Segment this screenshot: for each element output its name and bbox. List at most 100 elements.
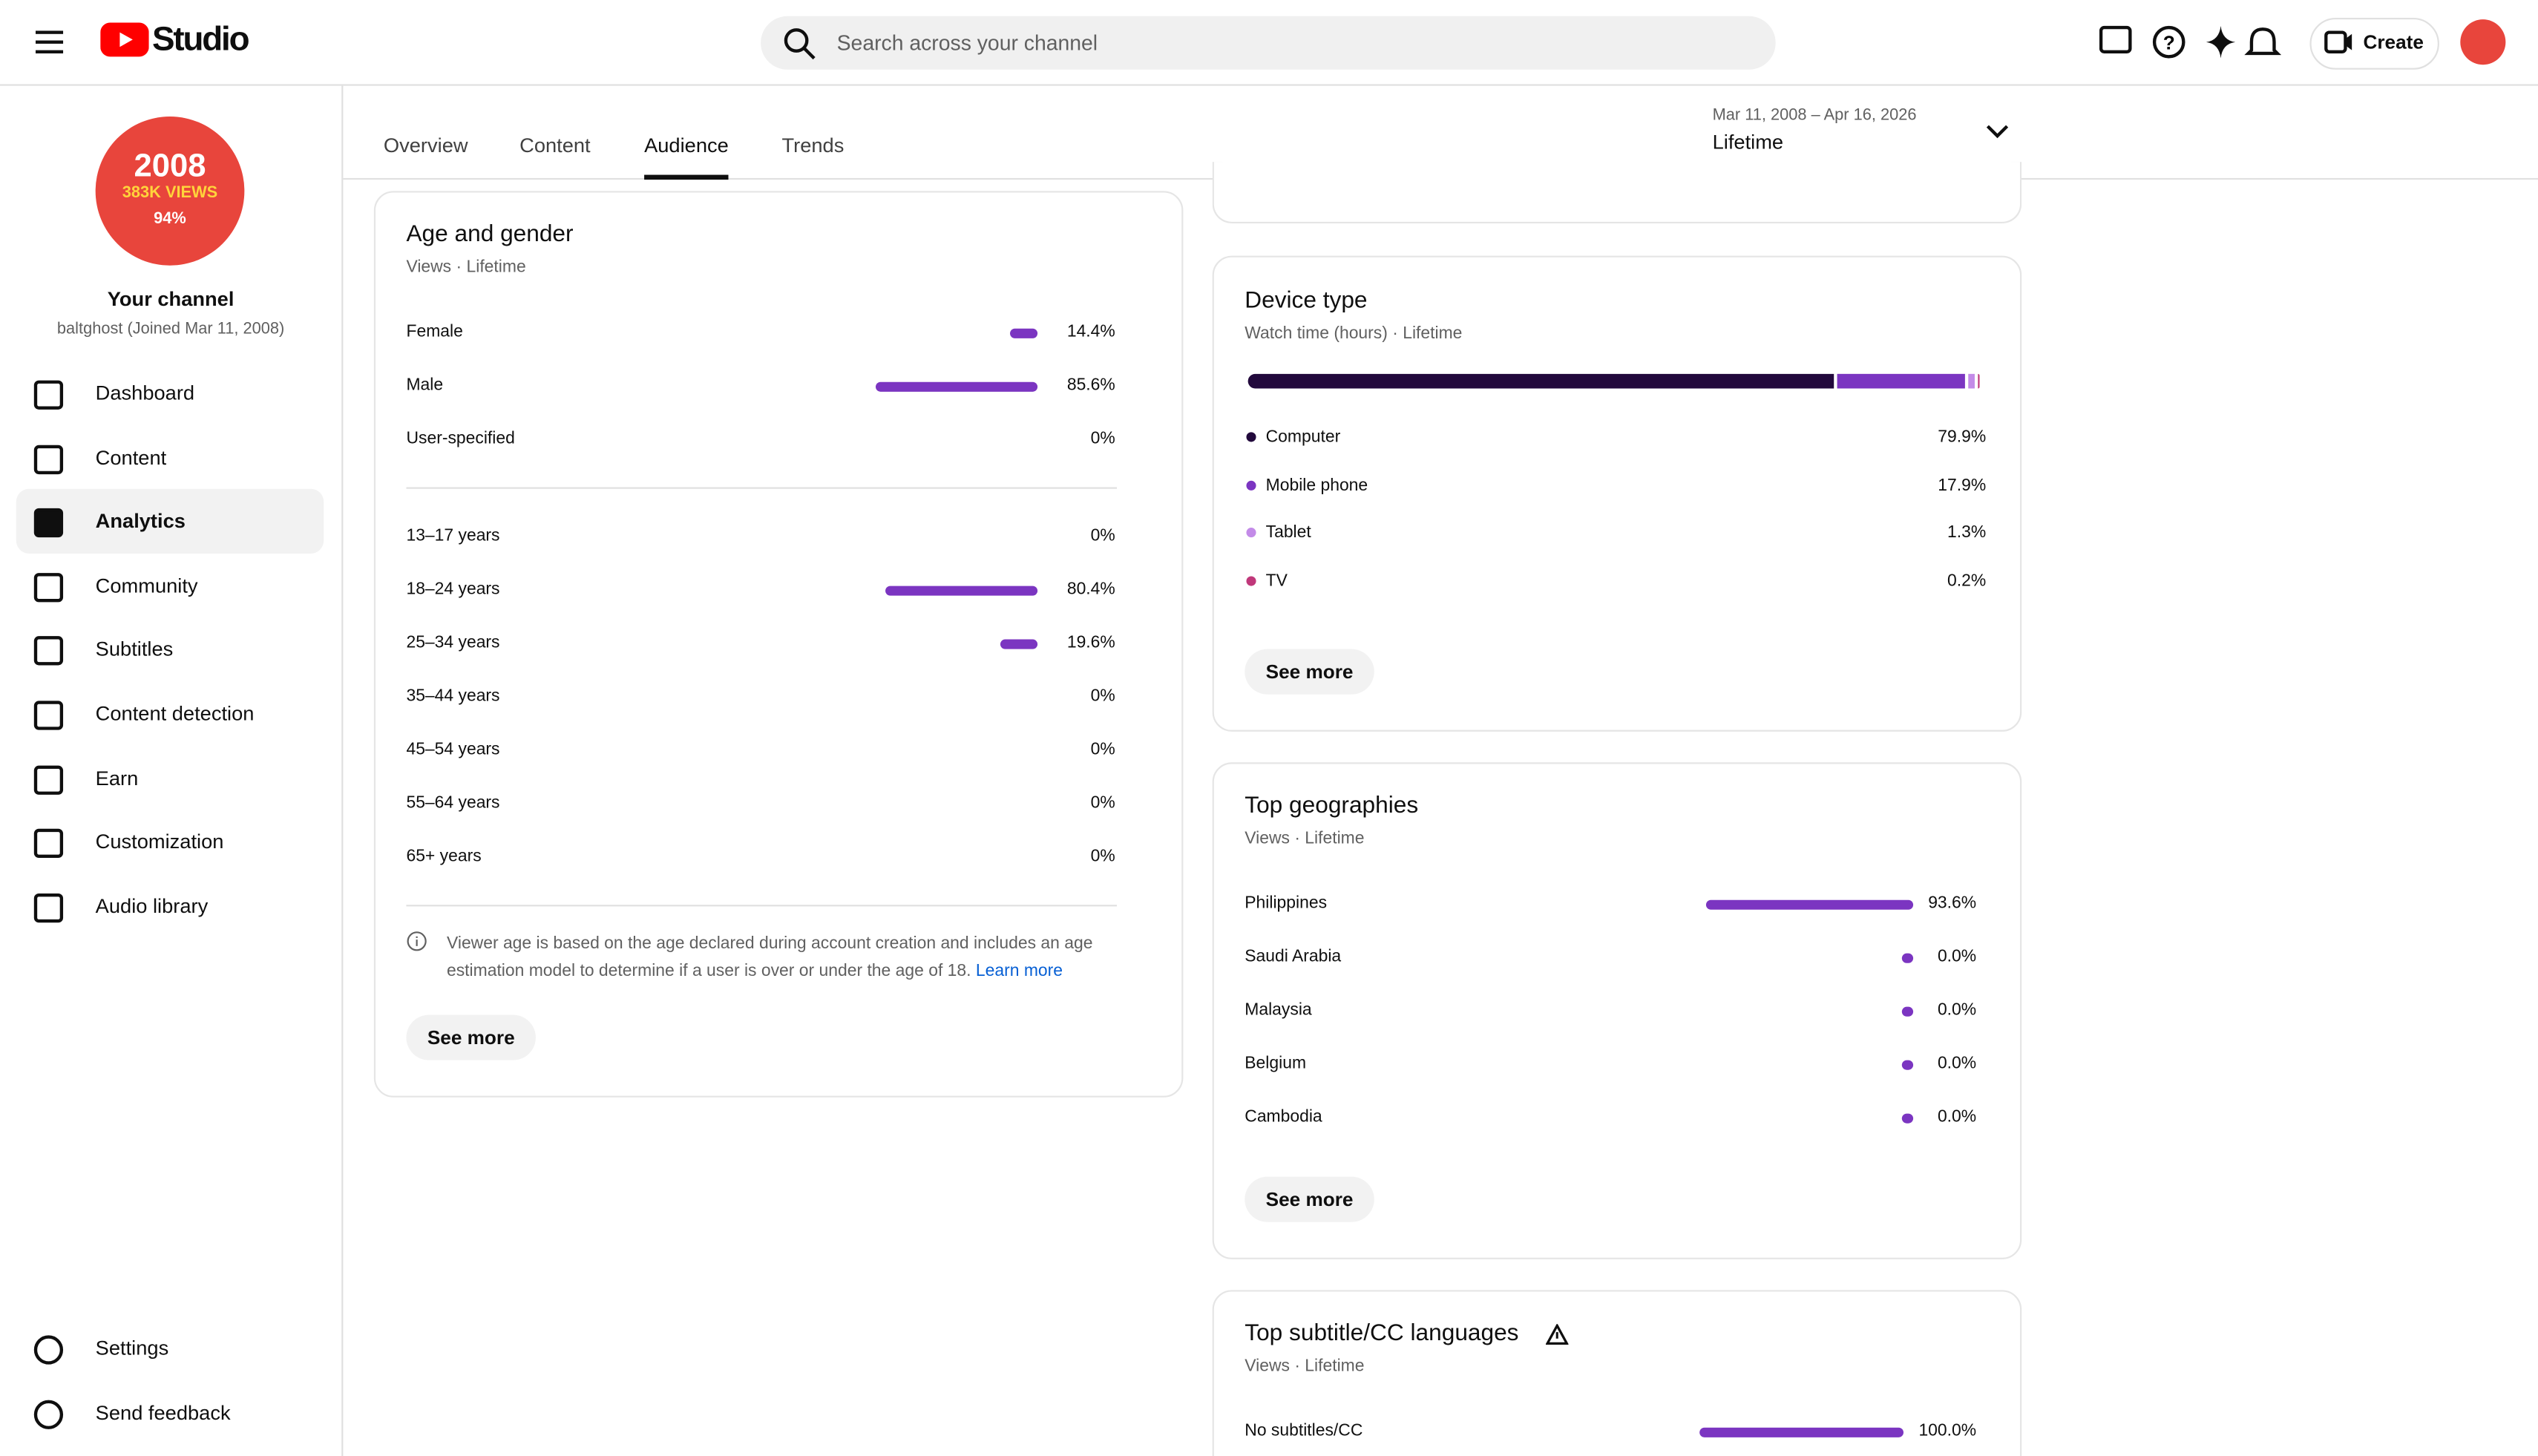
row-label: 55–64 years xyxy=(406,793,500,813)
svg-text:?: ? xyxy=(2163,32,2175,54)
row-label: Female xyxy=(406,322,463,342)
nav-item[interactable]: Dashboard xyxy=(95,381,195,405)
see-more-button[interactable]: See more xyxy=(406,1014,537,1060)
card-title: Top geographies xyxy=(1245,793,1419,819)
legend-value: 0.2% xyxy=(1947,571,1987,591)
bar xyxy=(1901,1113,1914,1124)
nav-icon xyxy=(33,444,64,474)
nav-icon xyxy=(33,829,64,859)
tab[interactable]: Content xyxy=(519,134,591,157)
row-label: 18–24 years xyxy=(406,579,500,600)
nav-icon xyxy=(33,380,64,410)
age-note: Viewer age is based on the age declared … xyxy=(447,931,1127,986)
legend-label: Tablet xyxy=(1265,523,1311,543)
row-label: Saudi Arabia xyxy=(1245,946,1342,967)
nav-item[interactable]: Customization xyxy=(95,830,224,853)
nav-icon xyxy=(33,1335,64,1365)
avatar-text: 94% xyxy=(154,210,186,229)
legend-value: 17.9% xyxy=(1938,475,1987,495)
tab[interactable]: Audience xyxy=(644,134,729,157)
row-value: 0% xyxy=(1090,793,1115,813)
bar xyxy=(1010,328,1038,338)
row-label: 35–44 years xyxy=(406,686,500,706)
legend-dot xyxy=(1246,576,1256,586)
bar xyxy=(875,381,1038,392)
row-value: 93.6% xyxy=(1928,893,1977,914)
header-icons[interactable]: ? xyxy=(2099,24,2297,60)
date-range: Mar 11, 2008 – Apr 16, 2026 xyxy=(1712,106,1917,125)
nav-icon xyxy=(33,1400,64,1429)
nav-item[interactable]: Analytics xyxy=(95,510,186,533)
menu-icon[interactable] xyxy=(35,29,65,55)
legend-label: Mobile phone xyxy=(1265,475,1368,495)
logo-text: Studio xyxy=(152,21,250,59)
row-value: 0.0% xyxy=(1937,1106,1977,1127)
row-label: 25–34 years xyxy=(406,632,500,652)
avatar-text: 383K VIEWS xyxy=(122,184,218,203)
see-more-button[interactable]: See more xyxy=(1245,649,1374,695)
create-button[interactable] xyxy=(2309,17,2439,70)
top-bar xyxy=(0,0,2538,86)
nav-icon xyxy=(33,508,64,538)
bar xyxy=(1901,1060,1914,1070)
nav-item[interactable]: Subtitles xyxy=(95,638,174,661)
info-icon xyxy=(407,931,427,951)
divider xyxy=(406,487,1117,489)
nav-item[interactable]: Earn xyxy=(95,766,139,790)
card-subtitle: Views · Lifetime xyxy=(1245,828,1365,848)
row-value: 0.0% xyxy=(1937,946,1977,967)
search-box[interactable] xyxy=(761,16,1776,70)
divider xyxy=(406,905,1117,907)
avatar-text: 2008 xyxy=(134,148,206,185)
legend-value: 1.3% xyxy=(1947,523,1987,543)
stacked-segment xyxy=(1968,373,1975,389)
account-avatar[interactable] xyxy=(2460,19,2506,65)
row-value: 0% xyxy=(1090,739,1115,759)
row-value: 0.0% xyxy=(1937,1053,1977,1074)
legend-dot xyxy=(1246,480,1256,491)
row-value: 0% xyxy=(1090,846,1115,866)
nav-item[interactable]: Content xyxy=(95,446,167,469)
tab[interactable]: Overview xyxy=(383,134,468,157)
row-label: No subtitles/CC xyxy=(1245,1421,1363,1441)
row-label: Belgium xyxy=(1245,1053,1307,1074)
card-title: Device type xyxy=(1245,288,1368,315)
bar xyxy=(885,586,1038,596)
partial-card xyxy=(1212,162,2022,223)
stacked-segment xyxy=(1836,373,1966,389)
note-text: Viewer age is based on the age declared … xyxy=(446,934,1093,981)
row-label: User-specified xyxy=(406,428,515,449)
legend-label: Computer xyxy=(1265,427,1341,447)
row-value: 0% xyxy=(1090,686,1115,706)
warning-icon xyxy=(1545,1324,1569,1345)
learn-more-link[interactable]: Learn more xyxy=(975,961,1063,981)
nav-item[interactable]: Settings xyxy=(95,1337,169,1360)
geo-card xyxy=(1212,762,2022,1259)
bar xyxy=(1901,953,1914,963)
nav-item[interactable]: Community xyxy=(95,574,198,597)
search-placeholder: Search across your channel xyxy=(836,30,1098,56)
date-dropdown[interactable] xyxy=(1986,123,2009,140)
age-gender-card xyxy=(373,191,1184,1098)
row-label: 45–54 years xyxy=(406,739,500,759)
row-value: 0.0% xyxy=(1937,1000,1977,1020)
row-label: Male xyxy=(406,376,444,396)
card-subtitle: Views · Lifetime xyxy=(406,257,526,277)
bar xyxy=(1000,639,1038,649)
tab-underline xyxy=(644,174,729,180)
bar xyxy=(1705,899,1914,910)
row-value: 0% xyxy=(1090,525,1115,546)
nav-icon xyxy=(33,764,64,795)
tab[interactable]: Trends xyxy=(781,134,845,157)
create-label: Create xyxy=(2363,30,2424,53)
row-label: Philippines xyxy=(1245,893,1328,914)
nav-item[interactable]: Send feedback xyxy=(95,1401,231,1425)
nav-item[interactable]: Audio library xyxy=(95,894,209,918)
see-more-button[interactable]: See more xyxy=(1245,1176,1374,1222)
row-label: 13–17 years xyxy=(406,525,500,546)
nav-icon xyxy=(33,637,64,666)
nav-item[interactable]: Content detection xyxy=(95,702,255,726)
row-value: 80.4% xyxy=(1066,579,1115,600)
row-label: Malaysia xyxy=(1245,1000,1312,1020)
